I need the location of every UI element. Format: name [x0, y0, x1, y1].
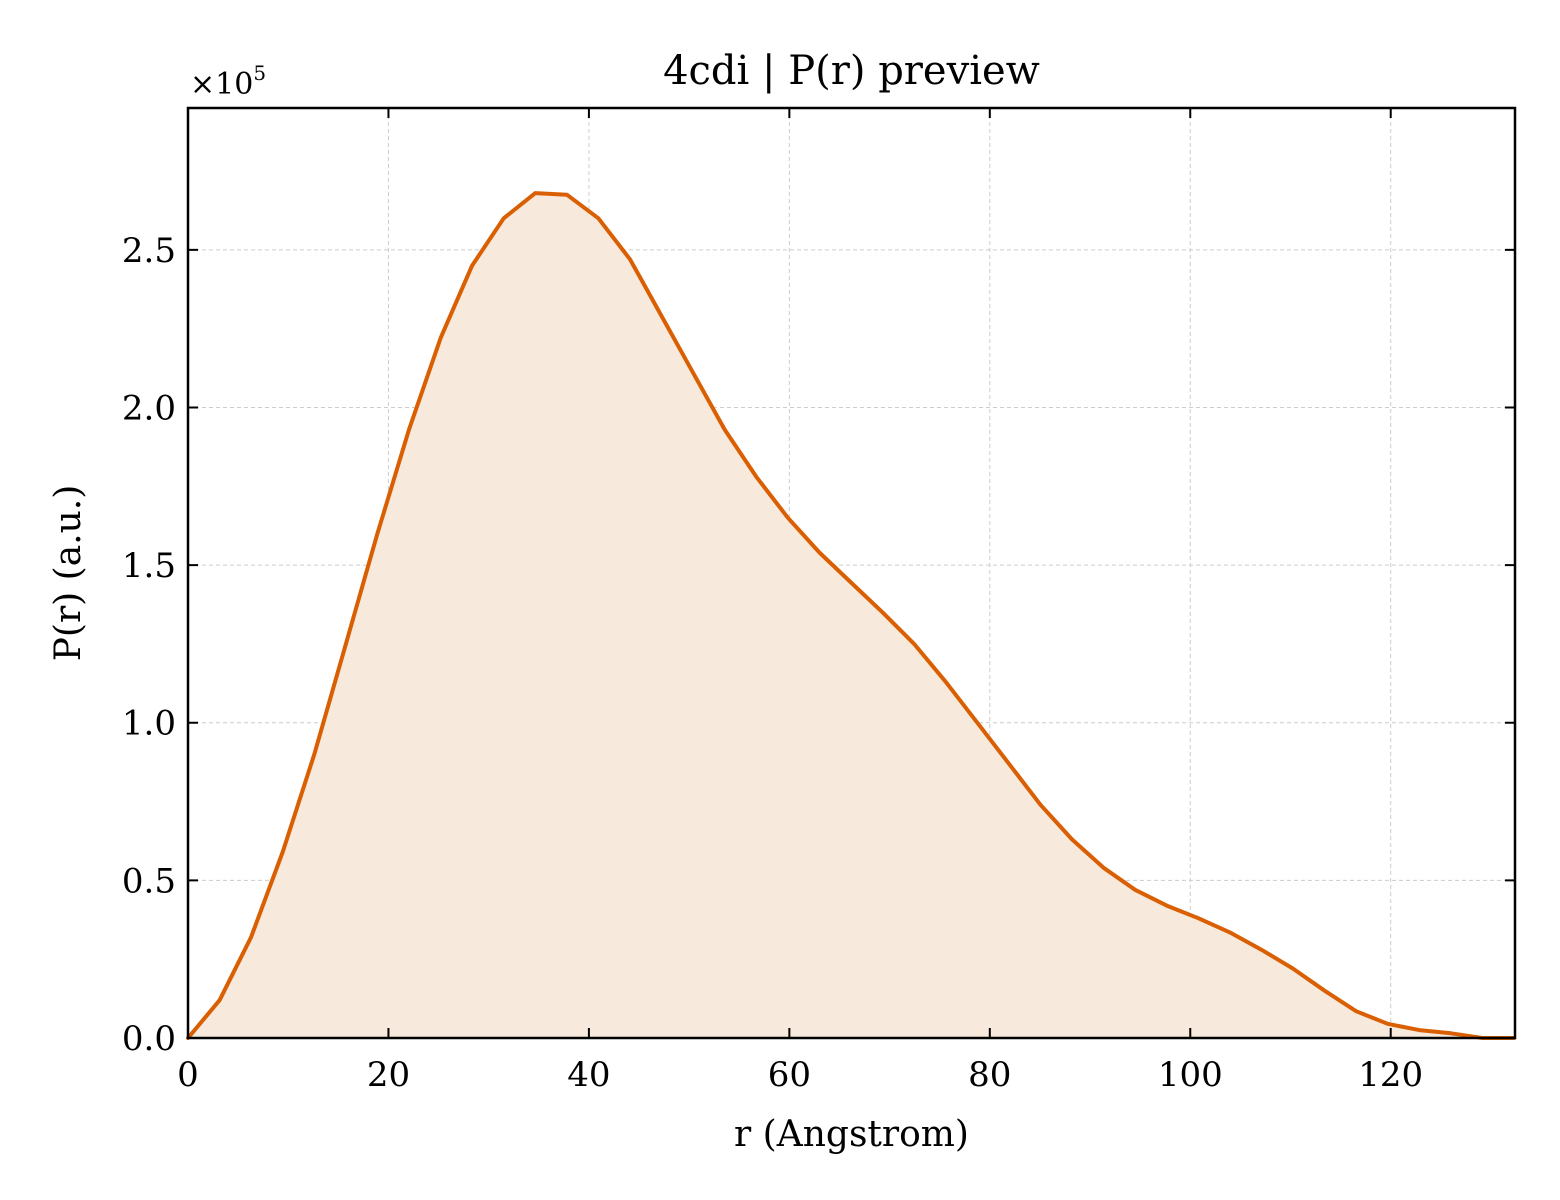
x-axis-label: r (Angstrom) [734, 1114, 969, 1155]
y-scale-factor: ×105 [190, 61, 266, 102]
y-scale-exponent: 5 [253, 61, 266, 85]
pr-series-line [186, 191, 1516, 1040]
y-tick-label: 0.0 [122, 1019, 176, 1059]
chart-title: 4cdi | P(r) preview [663, 48, 1040, 94]
x-tick-label: 120 [1358, 1055, 1423, 1095]
pr-area-fill [188, 193, 1514, 1039]
y-axis-label: P(r) (a.u.) [48, 485, 89, 662]
x-tick-label: 60 [768, 1055, 811, 1095]
y-tick-label: 2.0 [122, 388, 176, 428]
x-tick-label: 20 [367, 1055, 410, 1095]
y-tick-label: 1.0 [122, 704, 176, 744]
ticks: 0 20 40 60 80 100 120 0.0 0.5 1.0 1.5 2.0 2.5 [122, 108, 1515, 1095]
y-tick-label: 2.5 [122, 231, 176, 271]
y-tick-label: 1.5 [122, 546, 176, 586]
x-tick-label: 80 [968, 1055, 1011, 1095]
x-tick-label: 0 [177, 1055, 199, 1095]
y-scale-base: ×10 [190, 67, 253, 102]
x-tick-label: 40 [567, 1055, 610, 1095]
plot-frame [186, 106, 1517, 1040]
y-tick-label: 0.5 [122, 861, 176, 901]
x-tick-label: 100 [1158, 1055, 1223, 1095]
